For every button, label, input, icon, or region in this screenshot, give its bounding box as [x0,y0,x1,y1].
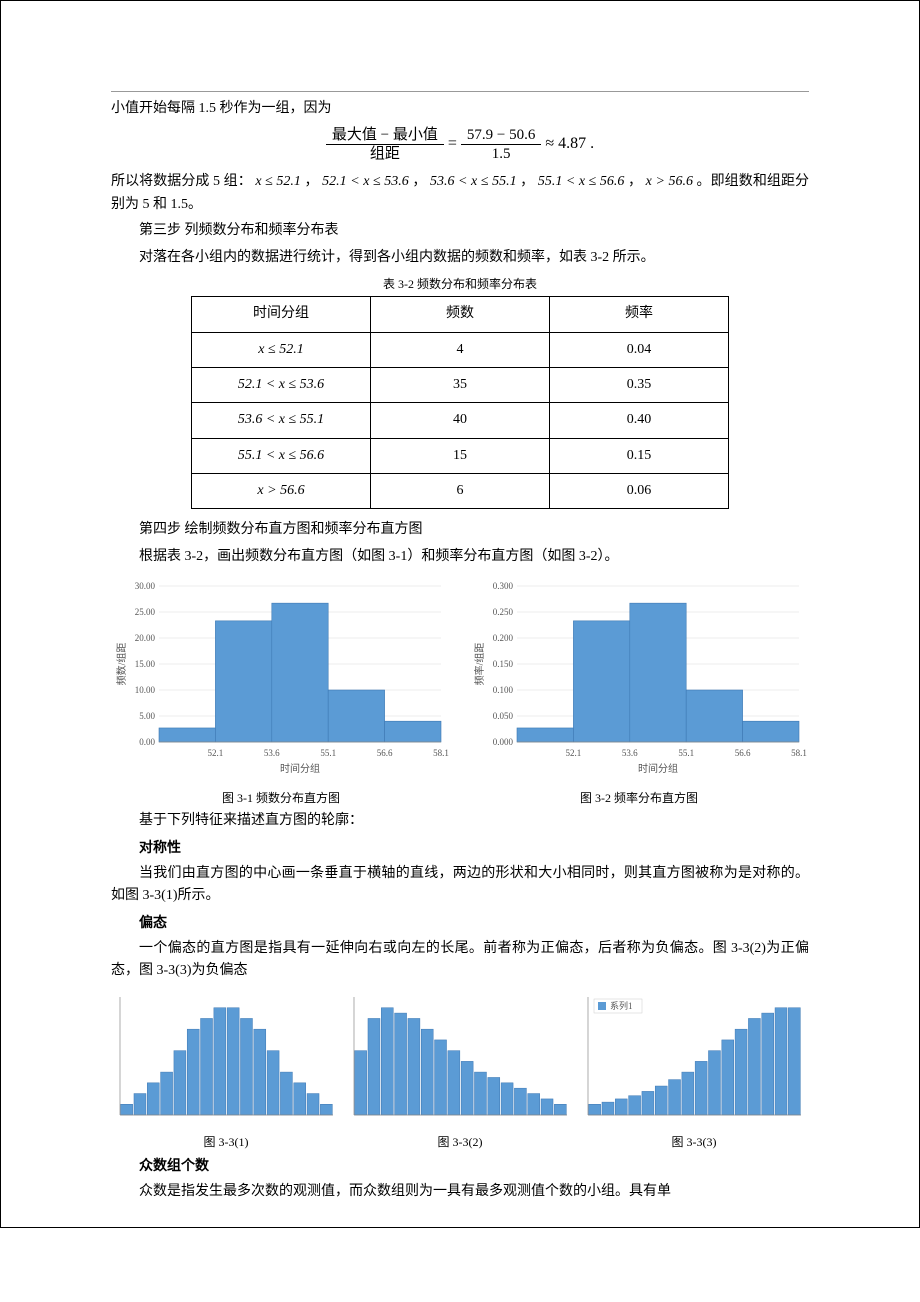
svg-text:0.150: 0.150 [493,659,514,669]
cell: 35 [371,367,550,402]
cell: 0.06 [550,474,729,509]
frequency-table: 时间分组 频数 频率 x ≤ 52.1 4 0.04 52.1 < x ≤ 53… [191,296,729,509]
cell: 55.1 < x ≤ 56.6 [192,438,371,473]
cell: x ≤ 52.1 [192,332,371,367]
chart-1-svg: 0.00 5.00 10.00 15.00 20.00 25.00 30.00 52.1 53.… [111,576,451,776]
chart-3-1-block: 图 3-3(1) [111,991,341,1153]
svg-text:0.300: 0.300 [493,581,514,591]
svg-text:0.250: 0.250 [493,607,514,617]
chart-3-3-caption: 图 3-3(3) [579,1133,809,1152]
table-row: x > 56.6 6 0.06 [192,474,729,509]
cell: 0.15 [550,438,729,473]
skew-title: 偏态 [111,911,809,933]
svg-text:5.00: 5.00 [139,711,155,721]
svg-text:0.000: 0.000 [493,737,514,747]
formula-rhs-frac: 57.9 − 50.6 1.5 [461,126,541,163]
skew-body: 一个偏态的直方图是指具有一延伸向右或向左的长尾。前者称为正偏态，后者称为负偏态。… [111,938,809,983]
sym-body: 当我们由直方图的中心画一条垂直于横轴的直线，两边的形状和大小相同时，则其直方图被… [111,863,809,908]
cell: x > 56.6 [192,474,371,509]
formula-block: 最大值 − 最小值 组距 = 57.9 − 50.6 1.5 ≈ 4.87 . [111,126,809,163]
chart-row-3: 图 3-3(1) 图 3-3(2) 系列1 图 3-3(3) [111,991,809,1153]
svg-text:10.00: 10.00 [135,685,156,695]
step3-body: 对落在各小组内的数据进行统计，得到各小组内数据的频数和频率，如表 3-2 所示。 [111,247,809,269]
formula-lhs-frac: 最大值 − 最小值 组距 [326,126,444,163]
cell: 4 [371,332,550,367]
chart-1-caption: 图 3-1 频数分布直方图 [111,789,451,808]
table-caption: 表 3-2 频数分布和频率分布表 [111,275,809,294]
svg-text:15.00: 15.00 [135,659,156,669]
chart-3-2-caption: 图 3-3(2) [345,1133,575,1152]
svg-text:0.00: 0.00 [139,737,155,747]
chart-2-caption: 图 3-2 频率分布直方图 [469,789,809,808]
col-0: 时间分组 [192,297,371,332]
chart-2-block: 0.000 0.050 0.100 0.150 0.200 0.250 0.300 52.1 5… [469,576,809,808]
step4-body: 根据表 3-2，画出频数分布直方图（如图 3-1）和频率分布直方图（如图 3-2… [111,546,809,568]
svg-text:系列1: 系列1 [610,1000,633,1011]
col-2: 频率 [550,297,729,332]
intro-line: 小值开始每隔 1.5 秒作为一组，因为 [111,98,809,120]
page-inner: 小值开始每隔 1.5 秒作为一组，因为 最大值 − 最小值 组距 = 57.9 … [111,91,809,1203]
sym-title: 对称性 [111,836,809,858]
chart-3-3-block: 系列1 图 3-3(3) [579,991,809,1153]
chart-row-top: 0.00 5.00 10.00 15.00 20.00 25.00 30.00 52.1 53.… [111,576,809,808]
svg-text:56.6: 56.6 [735,748,751,758]
svg-text:55.1: 55.1 [678,748,694,758]
chart-3-1-svg [114,991,339,1121]
cell: 0.04 [550,332,729,367]
table-header-row: 时间分组 频数 频率 [192,297,729,332]
svg-text:53.6: 53.6 [622,748,638,758]
cell: 6 [371,474,550,509]
svg-text:20.00: 20.00 [135,633,156,643]
chart-3-3-svg: 系列1 [582,991,807,1121]
chart-3-2-svg [348,991,573,1121]
group-1: x ≤ 52.1 [255,174,301,189]
describe-intro: 基于下列特征来描述直方图的轮廓： [111,810,809,832]
col-1: 频数 [371,297,550,332]
cell: 52.1 < x ≤ 53.6 [192,367,371,402]
svg-text:58.1: 58.1 [791,748,807,758]
cell: 53.6 < x ≤ 55.1 [192,403,371,438]
chart-3-2-block: 图 3-3(2) [345,991,575,1153]
svg-text:频率/组距: 频率/组距 [473,643,486,686]
step3-title: 第三步 列频数分布和频率分布表 [111,220,809,242]
chart-2-svg: 0.000 0.050 0.100 0.150 0.200 0.250 0.300 52.1 5… [469,576,809,776]
group-2: 52.1 < x ≤ 53.6 [322,174,409,189]
step4-title: 第四步 绘制频数分布直方图和频率分布直方图 [111,519,809,541]
table-row: 53.6 < x ≤ 55.1 40 0.40 [192,403,729,438]
svg-text:56.6: 56.6 [377,748,393,758]
mode-title: 众数组个数 [111,1154,809,1176]
svg-text:时间分组: 时间分组 [280,762,320,775]
svg-text:58.1: 58.1 [433,748,449,758]
svg-text:52.1: 52.1 [566,748,582,758]
svg-text:时间分组: 时间分组 [638,762,678,775]
cell: 15 [371,438,550,473]
chart-1-block: 0.00 5.00 10.00 15.00 20.00 25.00 30.00 52.1 53.… [111,576,451,808]
table-row: 55.1 < x ≤ 56.6 15 0.15 [192,438,729,473]
table-row: 52.1 < x ≤ 53.6 35 0.35 [192,367,729,402]
cell: 0.35 [550,367,729,402]
svg-text:53.6: 53.6 [264,748,280,758]
chart-3-1-caption: 图 3-3(1) [111,1133,341,1152]
svg-text:0.050: 0.050 [493,711,514,721]
svg-text:52.1: 52.1 [208,748,224,758]
svg-text:30.00: 30.00 [135,581,156,591]
svg-text:25.00: 25.00 [135,607,156,617]
svg-text:0.100: 0.100 [493,685,514,695]
group-4: 55.1 < x ≤ 56.6 [538,174,625,189]
svg-text:55.1: 55.1 [320,748,336,758]
mode-body: 众数是指发生最多次数的观测值，而众数组则为一具有最多观测值个数的小组。具有单 [111,1181,809,1203]
group-3: 53.6 < x ≤ 55.1 [430,174,517,189]
table-row: x ≤ 52.1 4 0.04 [192,332,729,367]
cell: 0.40 [550,403,729,438]
cell: 40 [371,403,550,438]
svg-text:0.200: 0.200 [493,633,514,643]
groups-line: 所以将数据分成 5 组： x ≤ 52.1 ， 52.1 < x ≤ 53.6 … [111,171,809,216]
group-5: x > 56.6 [646,174,693,189]
svg-text:频数/组距: 频数/组距 [115,643,128,686]
page: 小值开始每隔 1.5 秒作为一组，因为 最大值 − 最小值 组距 = 57.9 … [0,0,920,1228]
